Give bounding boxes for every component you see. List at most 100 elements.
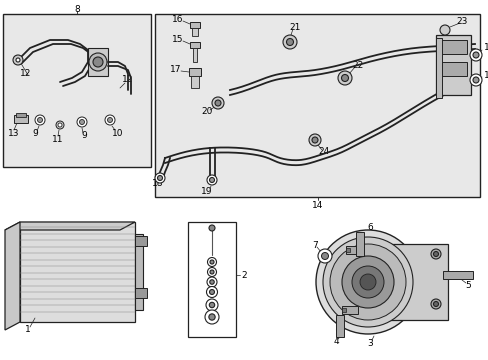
- Circle shape: [439, 25, 449, 35]
- Bar: [190, 22, 200, 28]
- Bar: [192, 28, 198, 36]
- Circle shape: [13, 55, 23, 65]
- Text: 6: 6: [366, 224, 372, 233]
- Circle shape: [206, 277, 217, 287]
- Bar: [435, 38, 441, 98]
- Text: 5: 5: [464, 282, 470, 291]
- Circle shape: [359, 274, 375, 290]
- Circle shape: [430, 249, 440, 259]
- Text: 7: 7: [311, 240, 317, 249]
- Text: 2: 2: [241, 270, 246, 279]
- Bar: [439, 40, 466, 54]
- Circle shape: [38, 117, 42, 122]
- Circle shape: [206, 287, 217, 297]
- Text: 10: 10: [112, 129, 123, 138]
- Circle shape: [311, 137, 317, 143]
- Circle shape: [209, 280, 214, 284]
- Text: 16: 16: [172, 15, 183, 24]
- Circle shape: [105, 115, 115, 125]
- Circle shape: [283, 35, 296, 49]
- Text: 18: 18: [483, 44, 488, 53]
- Bar: [88, 48, 108, 76]
- Circle shape: [89, 53, 107, 71]
- Circle shape: [317, 249, 331, 263]
- Circle shape: [472, 77, 478, 83]
- Text: 11: 11: [52, 135, 63, 144]
- Circle shape: [207, 257, 216, 266]
- Circle shape: [206, 175, 217, 185]
- Bar: [346, 248, 349, 252]
- Polygon shape: [20, 222, 135, 322]
- Circle shape: [209, 302, 214, 308]
- Text: 21: 21: [289, 22, 300, 31]
- Bar: [3, 14, 151, 167]
- Text: 9: 9: [32, 130, 38, 139]
- Text: 12: 12: [20, 68, 32, 77]
- Circle shape: [212, 97, 224, 109]
- Circle shape: [433, 302, 438, 306]
- Circle shape: [341, 256, 393, 308]
- Bar: [435, 35, 470, 95]
- Circle shape: [107, 117, 112, 122]
- Circle shape: [204, 310, 219, 324]
- Bar: [135, 236, 147, 246]
- Circle shape: [215, 100, 221, 106]
- Circle shape: [77, 117, 87, 127]
- Bar: [355, 232, 363, 256]
- Text: 12: 12: [122, 76, 133, 85]
- Circle shape: [321, 252, 328, 260]
- Polygon shape: [5, 222, 135, 230]
- Circle shape: [157, 175, 162, 180]
- Text: 13: 13: [8, 129, 20, 138]
- Bar: [341, 306, 357, 314]
- Circle shape: [337, 71, 351, 85]
- Bar: [193, 48, 197, 62]
- Circle shape: [209, 177, 214, 183]
- Bar: [187, 222, 236, 337]
- Bar: [135, 288, 147, 298]
- Text: 23: 23: [455, 18, 467, 27]
- Circle shape: [315, 230, 419, 334]
- Text: 8: 8: [74, 4, 80, 13]
- Circle shape: [35, 115, 45, 125]
- Circle shape: [308, 134, 320, 146]
- Bar: [439, 62, 466, 76]
- Text: 3: 3: [366, 338, 372, 347]
- Circle shape: [341, 75, 348, 81]
- Circle shape: [209, 260, 214, 264]
- Text: 1: 1: [25, 325, 31, 334]
- Bar: [16, 113, 26, 117]
- Circle shape: [93, 57, 103, 67]
- Circle shape: [207, 267, 216, 276]
- Text: 24: 24: [318, 148, 329, 157]
- Circle shape: [323, 237, 412, 327]
- Circle shape: [351, 266, 383, 298]
- Circle shape: [469, 49, 481, 61]
- Circle shape: [472, 52, 478, 58]
- Circle shape: [209, 289, 214, 294]
- Circle shape: [469, 74, 481, 86]
- Text: 18: 18: [152, 179, 163, 188]
- Bar: [341, 308, 346, 312]
- Bar: [191, 76, 199, 88]
- Polygon shape: [5, 222, 20, 330]
- Text: 4: 4: [332, 338, 338, 346]
- Circle shape: [208, 225, 215, 231]
- Bar: [155, 14, 479, 197]
- Circle shape: [58, 123, 62, 127]
- Circle shape: [430, 299, 440, 309]
- Bar: [346, 246, 361, 254]
- Bar: [442, 271, 472, 279]
- Bar: [14, 115, 28, 123]
- Circle shape: [209, 270, 214, 274]
- Text: 14: 14: [312, 201, 323, 210]
- Text: 9: 9: [81, 131, 87, 140]
- Circle shape: [329, 244, 405, 320]
- Circle shape: [80, 120, 84, 125]
- Circle shape: [208, 314, 215, 320]
- Bar: [385, 244, 447, 320]
- Text: 15: 15: [172, 36, 183, 45]
- Bar: [335, 315, 343, 337]
- Bar: [189, 68, 201, 76]
- Circle shape: [286, 39, 293, 45]
